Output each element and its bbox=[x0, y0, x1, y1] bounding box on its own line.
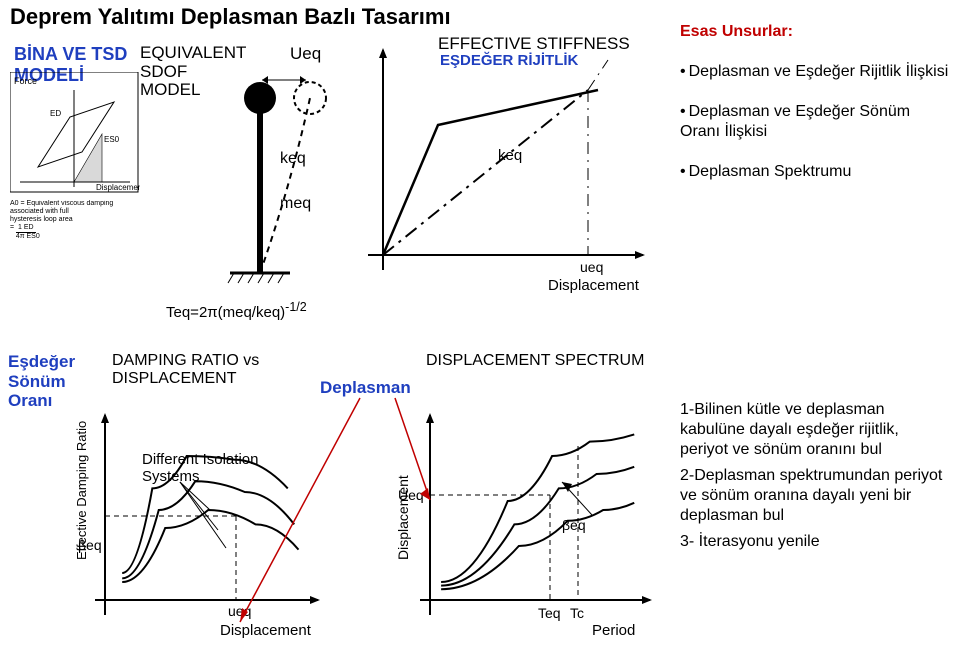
bullet-2: Deplasman ve Eşdeğer Sönüm Oranı İlişkis… bbox=[680, 102, 950, 142]
step-3: 3- İterasyonu yenile bbox=[680, 532, 950, 552]
bullet-1: Deplasman ve Eşdeğer Rijitlik İlişkisi bbox=[680, 62, 950, 82]
steps-column: 1-Bilinen kütle ve deplasman kabulüne da… bbox=[680, 400, 950, 558]
bullet-3: Deplasman Spektrumu bbox=[680, 162, 950, 182]
step-2: 2-Deplasman spektrumundan periyot ve sön… bbox=[680, 466, 950, 526]
right-column: Esas Unsurlar: Deplasman ve Eşdeğer Riji… bbox=[680, 22, 950, 202]
right-header: Esas Unsurlar: bbox=[680, 22, 950, 42]
step-1: 1-Bilinen kütle ve deplasman kabulüne da… bbox=[680, 400, 950, 460]
page-root: Deprem Yalıtımı Deplasman Bazlı Tasarımı… bbox=[0, 0, 960, 668]
deplasman-arrows bbox=[0, 0, 680, 668]
